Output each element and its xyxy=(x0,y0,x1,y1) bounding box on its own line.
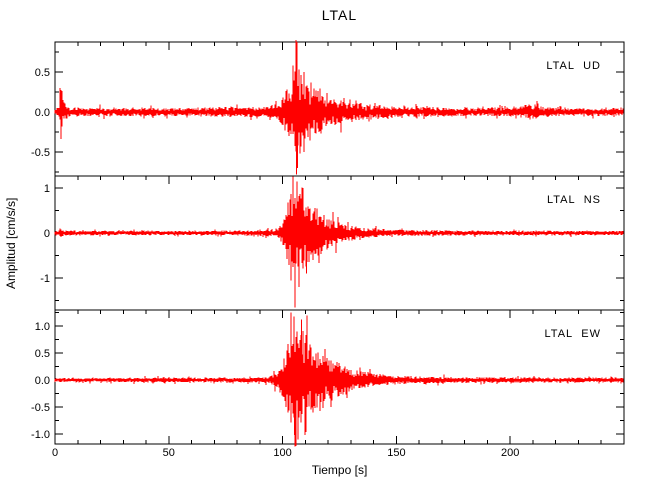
x-tick-label-1: 50 xyxy=(163,447,175,459)
panel-label-ew: LTAL EW xyxy=(545,328,602,340)
panel-label-ud: LTAL UD xyxy=(546,60,601,72)
x-axis-title: Tiempo [s] xyxy=(311,463,368,477)
axis-ticks-ew xyxy=(55,310,624,444)
trace-ud xyxy=(54,40,624,175)
y-tick-label-ew-1: 0.5 xyxy=(35,348,50,360)
y-tick-label-ew-3: -0.5 xyxy=(31,402,50,414)
panel-label-ns: LTAL NS xyxy=(547,194,601,206)
chart-title: LTAL xyxy=(321,7,358,23)
x-tick-label-2: 100 xyxy=(273,447,291,459)
x-tick-label-4: 200 xyxy=(501,447,519,459)
x-tick-label-3: 150 xyxy=(387,447,405,459)
y-tick-label-ns-1: 0 xyxy=(44,228,50,240)
axis-ticks-ud xyxy=(55,42,624,173)
y-tick-label-ns-0: 1 xyxy=(44,183,50,195)
trace-ns xyxy=(54,176,624,308)
y-tick-label-ud-1: 0.0 xyxy=(35,107,50,119)
panel-box-ew xyxy=(54,309,625,445)
trace-ew xyxy=(54,312,624,447)
y-tick-label-ew-2: 0.0 xyxy=(35,375,50,387)
y-tick-label-ns-2: -1 xyxy=(40,273,50,285)
axis-ticks-ns xyxy=(55,176,624,302)
y-tick-label-ud-0: 0.5 xyxy=(35,67,50,79)
y-tick-label-ud-2: -0.5 xyxy=(31,147,50,159)
y-tick-label-ew-0: 1.0 xyxy=(35,321,50,333)
x-tick-label-0: 0 xyxy=(52,447,58,459)
y-tick-label-ew-4: -1.0 xyxy=(31,429,50,441)
panel-box-ns xyxy=(54,175,625,311)
